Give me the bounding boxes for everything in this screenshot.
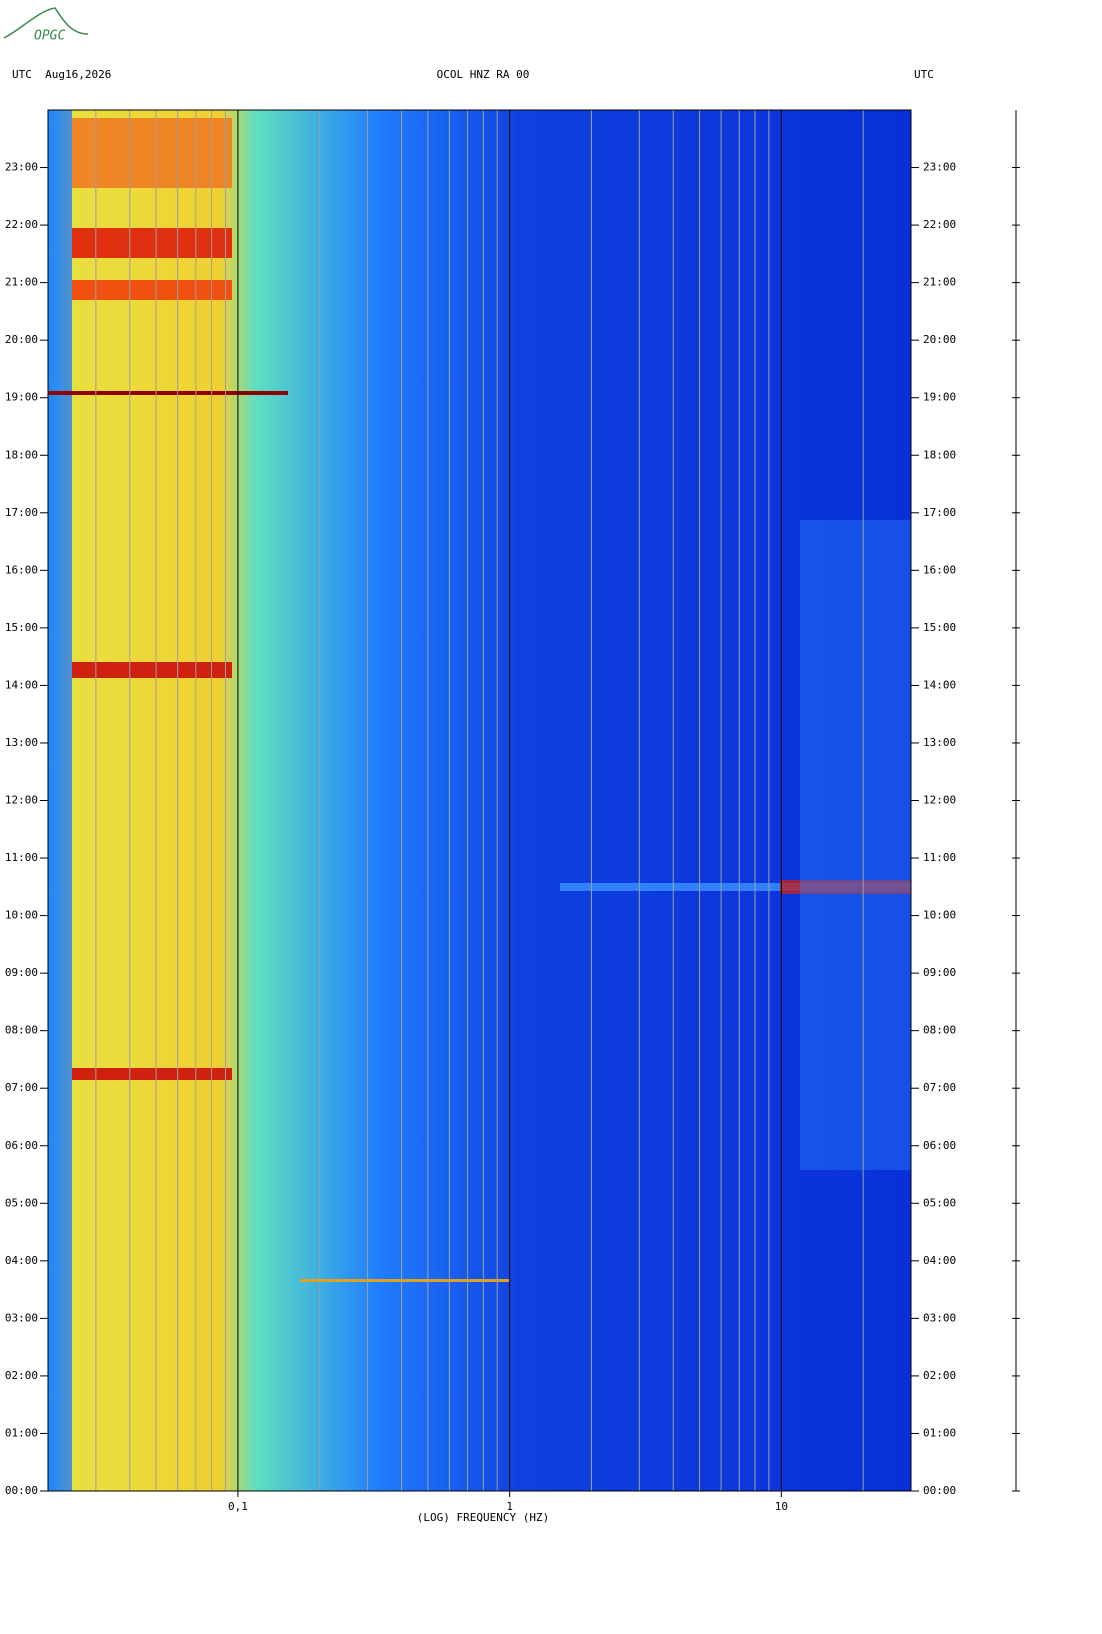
spectrogram-field (48, 391, 288, 395)
y-tick-label: 13:00 (5, 736, 38, 749)
y-tick-label-right: 08:00 (923, 1024, 956, 1037)
spectrogram-field (780, 880, 911, 894)
y-tick-label-right: 13:00 (923, 736, 956, 749)
x-tick-label: 1 (506, 1500, 513, 1513)
y-tick-label-right: 11:00 (923, 851, 956, 864)
y-tick-label: 17:00 (5, 506, 38, 519)
y-tick-label-right: 19:00 (923, 391, 956, 404)
y-tick-label: 21:00 (5, 276, 38, 289)
y-tick-label-right: 22:00 (923, 218, 956, 231)
y-tick-label: 08:00 (5, 1024, 38, 1037)
y-tick-label: 12:00 (5, 794, 38, 807)
spectrogram-field (800, 520, 911, 1170)
plot (48, 110, 911, 1491)
y-tick-label-right: 03:00 (923, 1311, 956, 1324)
y-tick-label: 07:00 (5, 1081, 38, 1094)
y-tick-label: 01:00 (5, 1426, 38, 1439)
spectrogram-field (72, 118, 232, 188)
y-tick-label-right: 07:00 (923, 1081, 956, 1094)
y-tick-label-right: 09:00 (923, 966, 956, 979)
y-tick-label-right: 02:00 (923, 1369, 956, 1382)
y-tick-label-right: 00:00 (923, 1484, 956, 1497)
date-label: UTC Aug16,2026 (12, 68, 111, 81)
y-tick-label: 18:00 (5, 448, 38, 461)
y-tick-label: 05:00 (5, 1196, 38, 1209)
y-tick-label-right: 04:00 (923, 1254, 956, 1267)
y-tick-label-right: 06:00 (923, 1139, 956, 1152)
y-tick-label-right: 01:00 (923, 1426, 956, 1439)
spectrogram-field (72, 1068, 232, 1080)
y-tick-label: 09:00 (5, 966, 38, 979)
logo: OPGC (34, 29, 65, 44)
spectrogram-field (48, 110, 72, 1491)
spectrogram-field (72, 662, 232, 678)
spectrogram-field (560, 883, 911, 891)
y-tick-label: 16:00 (5, 563, 38, 576)
y-tick-label: 22:00 (5, 218, 38, 231)
y-tick-label-right: 15:00 (923, 621, 956, 634)
y-tick-label: 15:00 (5, 621, 38, 634)
y-tick-label-right: 23:00 (923, 161, 956, 174)
logo-curve (3, 7, 89, 39)
y-tick-label: 11:00 (5, 851, 38, 864)
y-tick-label-right: 05:00 (923, 1196, 956, 1209)
y-tick-label-right: 14:00 (923, 678, 956, 691)
x-tick-label: 10 (775, 1500, 788, 1513)
y-tick-label-right: 16:00 (923, 563, 956, 576)
y-tick-label: 00:00 (5, 1484, 38, 1497)
x-axis-label: (LOG) FREQUENCY (HZ) (417, 1511, 549, 1524)
spectrogram-field (72, 280, 232, 300)
y-tick-label-right: 17:00 (923, 506, 956, 519)
y-tick-label: 04:00 (5, 1254, 38, 1267)
y-tick-label-right: 12:00 (923, 794, 956, 807)
y-tick-label-right: 21:00 (923, 276, 956, 289)
y-tick-label: 02:00 (5, 1369, 38, 1382)
y-tick-label-right: 20:00 (923, 333, 956, 346)
y-tick-label-right: 10:00 (923, 909, 956, 922)
y-tick-label: 10:00 (5, 909, 38, 922)
x-tick-label: 0,1 (228, 1500, 248, 1513)
right-label: UTC (914, 68, 934, 81)
y-tick-label: 14:00 (5, 678, 38, 691)
spectrogram-field (48, 110, 911, 1491)
y-tick-label: 19:00 (5, 391, 38, 404)
y-tick-label: 23:00 (5, 161, 38, 174)
y-tick-label-right: 18:00 (923, 448, 956, 461)
y-tick-label: 20:00 (5, 333, 38, 346)
spectrogram-field (72, 228, 232, 258)
y-tick-label: 03:00 (5, 1311, 38, 1324)
spectrogram-field (300, 1279, 510, 1282)
y-tick-label: 06:00 (5, 1139, 38, 1152)
chart-title: OCOL HNZ RA 00 (437, 68, 530, 81)
